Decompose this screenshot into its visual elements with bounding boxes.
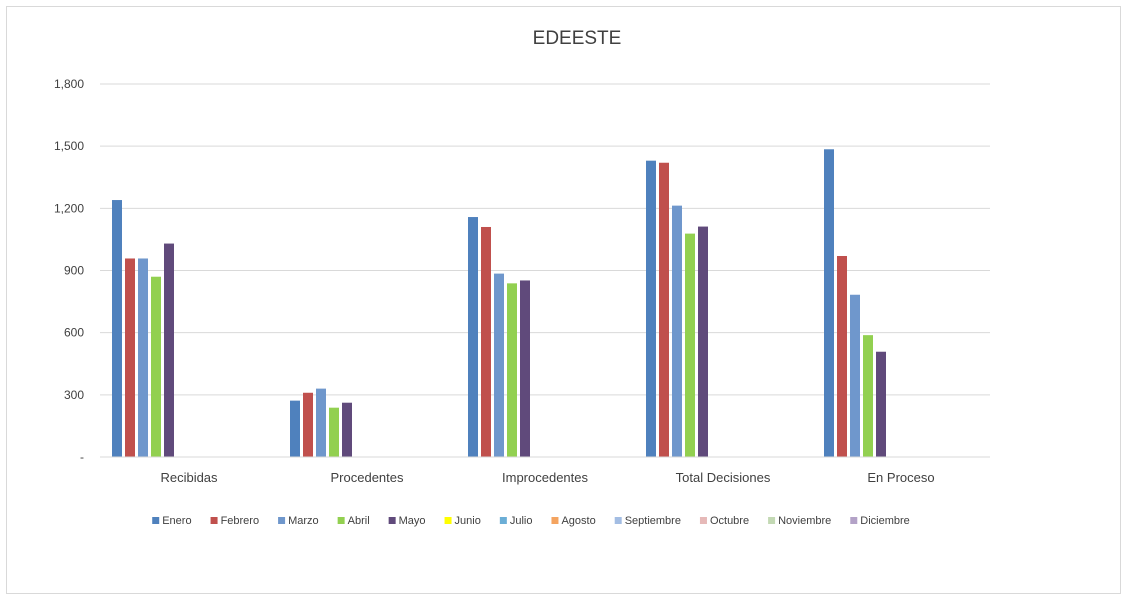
- bar-abril-3: [685, 233, 695, 457]
- legend-swatch-febrero: [210, 517, 218, 524]
- legend-swatch-mayo: [388, 517, 396, 524]
- category-label: Recibidas: [160, 470, 218, 485]
- legend-label-abril: Abril: [348, 515, 370, 527]
- bar-febrero-3: [659, 162, 669, 457]
- y-tick-label: 1,500: [54, 139, 84, 153]
- category-label: Procedentes: [331, 470, 404, 485]
- chart-title: EDEESTE: [533, 28, 622, 49]
- bar-enero-0: [112, 200, 122, 458]
- legend-swatch-octubre: [699, 517, 707, 524]
- legend-swatch-julio: [499, 517, 507, 524]
- bar-enero-1: [290, 400, 300, 457]
- y-tick-label: 1,800: [54, 77, 84, 91]
- bar-abril-4: [863, 335, 873, 457]
- bar-mayo-1: [342, 402, 352, 457]
- bar-febrero-2: [481, 226, 491, 457]
- y-tick-label: 1,200: [54, 201, 84, 215]
- legend-swatch-enero: [152, 517, 160, 524]
- bar-marzo-0: [138, 258, 148, 457]
- legend-swatch-abril: [337, 517, 345, 524]
- legend-label-mayo: Mayo: [399, 515, 426, 527]
- legend-label-septiembre: Septiembre: [625, 515, 681, 527]
- bar-marzo-2: [494, 273, 504, 457]
- legend: Enero Febrero Marzo Abril Mayo Junio Julio Agos…: [152, 515, 910, 527]
- legend-swatch-agosto: [551, 517, 559, 524]
- bars: [112, 149, 886, 458]
- legend-swatch-septiembre: [614, 517, 622, 524]
- bar-enero-2: [468, 217, 478, 457]
- chart-frame: [6, 6, 1121, 594]
- bar-febrero-1: [303, 392, 313, 457]
- bar-mayo-0: [164, 243, 174, 457]
- y-tick-label: 600: [64, 326, 84, 340]
- y-tick-label: -: [80, 450, 84, 464]
- legend-label-julio: Julio: [510, 515, 533, 527]
- legend-label-marzo: Marzo: [288, 515, 319, 527]
- category-label: Improcedentes: [502, 470, 588, 485]
- y-tick-label: 300: [64, 388, 84, 402]
- y-tick-label: 900: [64, 264, 84, 278]
- legend-label-noviembre: Noviembre: [778, 515, 831, 527]
- bar-mayo-3: [698, 226, 708, 457]
- category-label: Total Decisiones: [676, 470, 771, 485]
- bar-marzo-3: [672, 205, 682, 457]
- legend-swatch-marzo: [278, 517, 286, 524]
- bar-abril-1: [329, 407, 339, 457]
- legend-label-octubre: Octubre: [710, 515, 749, 527]
- bar-mayo-4: [876, 351, 886, 457]
- legend-label-junio: Junio: [455, 515, 481, 527]
- x-axis: Recibidas Procedentes Improcedentes Total D…: [100, 456, 990, 485]
- legend-swatch-junio: [444, 517, 452, 524]
- bar-febrero-0: [125, 258, 135, 457]
- bar-enero-3: [646, 160, 656, 457]
- legend-swatch-noviembre: [768, 517, 776, 524]
- bar-marzo-1: [316, 388, 326, 457]
- bar-abril-0: [151, 276, 161, 457]
- legend-label-febrero: Febrero: [221, 515, 260, 527]
- bar-enero-4: [824, 149, 834, 457]
- bar-mayo-2: [520, 280, 530, 457]
- bar-marzo-4: [850, 294, 860, 457]
- y-axis: - 300 600 900 1,200 1,500 1,800: [54, 77, 84, 464]
- bar-febrero-4: [837, 255, 847, 457]
- bar-abril-2: [507, 283, 517, 457]
- category-label: En Proceso: [867, 470, 934, 485]
- legend-label-enero: Enero: [162, 515, 191, 527]
- legend-label-diciembre: Diciembre: [860, 515, 910, 527]
- legend-swatch-diciembre: [850, 517, 858, 524]
- legend-label-agosto: Agosto: [561, 515, 595, 527]
